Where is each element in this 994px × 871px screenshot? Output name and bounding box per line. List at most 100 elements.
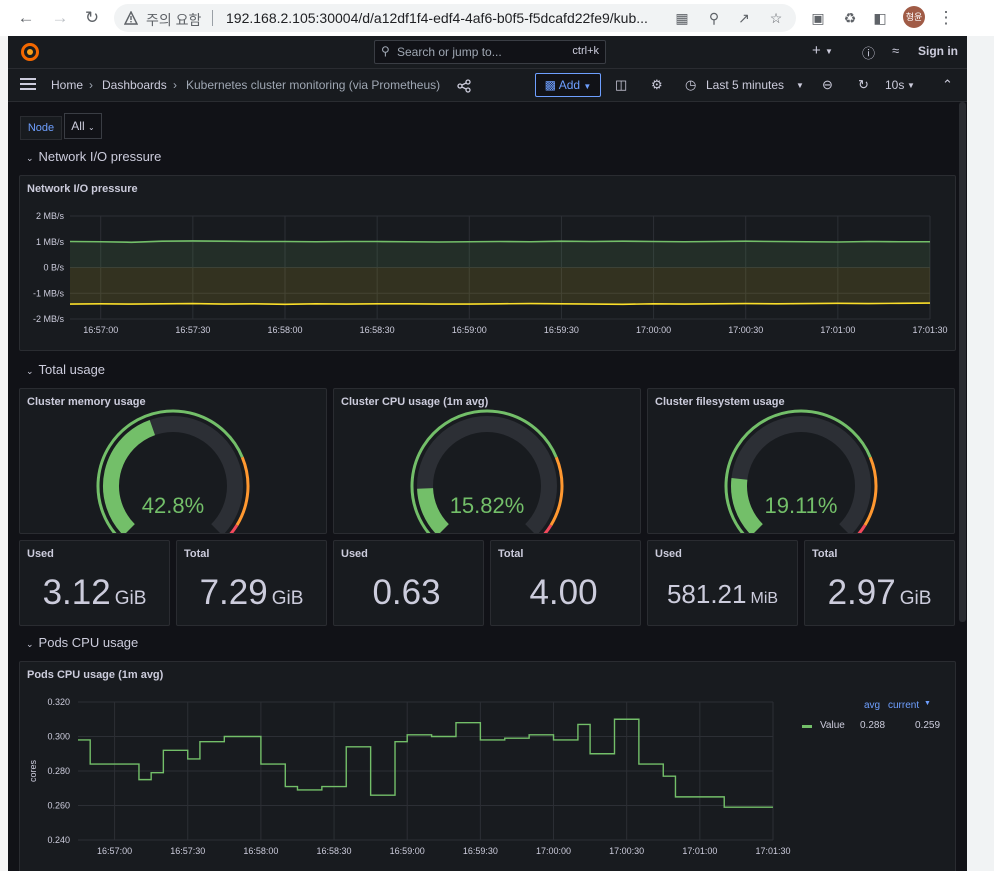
- gauge-threshold-arc-2: [857, 524, 867, 533]
- row-title: Total usage: [38, 362, 106, 377]
- zoom-out-icon[interactable]: ⊖: [822, 77, 833, 92]
- y-tick-label: 0 B/s: [43, 263, 64, 273]
- stat-number: 3.12: [42, 573, 111, 612]
- scrollbar[interactable]: [959, 102, 966, 622]
- y-tick-label: 0.280: [47, 766, 70, 776]
- new-plus-icon[interactable]: +: [812, 42, 821, 59]
- clock-icon[interactable]: ◷: [685, 77, 697, 92]
- legend-series-name[interactable]: Value: [820, 720, 845, 731]
- gauge-threshold-arc-0: [96, 409, 244, 533]
- add-button[interactable]: ▩ Add ▼: [535, 73, 601, 97]
- chevron-down-icon[interactable]: ▼: [825, 47, 833, 56]
- y-tick-label: 0.300: [47, 732, 70, 742]
- y-tick-label: 0.240: [47, 835, 70, 845]
- url-text[interactable]: 192.168.2.105:30004/d/a12df1f4-edf4-4af6…: [226, 10, 648, 26]
- extensions-puzzle-icon[interactable]: ♻: [843, 10, 857, 26]
- row-network-io[interactable]: ⌄ Network I/O pressure: [26, 149, 161, 164]
- breadcrumb-current: Kubernetes cluster monitoring (via Prome…: [186, 78, 441, 92]
- breadcrumb-separator: ›: [173, 78, 177, 92]
- gauge-threshold-arc-0: [724, 409, 872, 533]
- y-tick-label: -2 MB/s: [33, 314, 65, 324]
- panel-filesystem-gauge[interactable]: Cluster filesystem usage 19.11%: [647, 388, 955, 534]
- chevron-down-icon[interactable]: ▼: [907, 81, 915, 90]
- stat-filesystem-total[interactable]: Total 2.97 GiB: [804, 540, 955, 626]
- x-tick-label: 16:57:00: [97, 846, 132, 856]
- network-chart: 2 MB/s 1 MB/s 0 B/s -1 MB/s -2 MB/s 16:57:00 1…: [33, 211, 948, 335]
- collapse-chevron-up-icon[interactable]: ⌃: [942, 77, 953, 92]
- gauge-value: 42.8%: [141, 493, 205, 518]
- series-line-1: [69, 302, 931, 306]
- gauge-threshold-arc-2: [229, 524, 239, 533]
- grafana-app: ⚲ Search or jump to... ctrl+k + ▼ ⓘ ≈ Si…: [8, 36, 967, 871]
- panel-title: Used: [27, 548, 54, 560]
- row-total-usage[interactable]: ⌄ Total usage: [26, 362, 105, 377]
- stat-unit: GiB: [899, 588, 932, 609]
- refresh-icon[interactable]: ↻: [858, 77, 869, 92]
- security-warning-text[interactable]: 주의 요함: [146, 12, 202, 28]
- x-tick-label: 17:00:30: [609, 846, 644, 856]
- browser-toolbar: ← → ↻ 주의 요함 192.168.2.105:30004/d/a12df1…: [0, 0, 994, 37]
- reload-icon[interactable]: ↻: [84, 8, 100, 27]
- side-panel-icon[interactable]: ◧: [873, 10, 887, 26]
- y-tick-label: 1 MB/s: [36, 237, 65, 247]
- media-icon[interactable]: ▣: [811, 10, 825, 26]
- panel-cpu-gauge[interactable]: Cluster CPU usage (1m avg) 15.82%: [333, 388, 641, 534]
- panel-pods-cpu[interactable]: Pods CPU usage (1m avg) 0.320 0.300 0.280 0…: [19, 661, 956, 871]
- stat-cpu-used[interactable]: Used 0.63: [333, 540, 484, 626]
- chevron-down-icon[interactable]: ▼: [796, 81, 804, 90]
- help-icon[interactable]: ⓘ: [862, 46, 876, 61]
- panel-title: Total: [498, 548, 524, 560]
- share-dashboard-icon[interactable]: [457, 79, 471, 93]
- menu-hamburger-icon[interactable]: [20, 78, 36, 90]
- add-chart-icon: ▩: [544, 78, 557, 92]
- stat-value: 4.00: [491, 573, 640, 613]
- translate-icon[interactable]: ▦: [675, 10, 689, 26]
- stat-filesystem-used[interactable]: Used 581.21 MiB: [647, 540, 798, 626]
- profile-avatar[interactable]: 형윤: [903, 6, 925, 28]
- stat-number: 7.29: [199, 573, 268, 612]
- sign-in-link[interactable]: Sign in: [918, 44, 958, 58]
- grafana-logo-icon[interactable]: [20, 42, 40, 62]
- panel-title: Used: [341, 548, 368, 560]
- stat-value: 0.63: [334, 573, 483, 613]
- panel-network-io[interactable]: Network I/O pressure 2 MB/s 1 MB/s 0 B/s -1…: [19, 175, 956, 351]
- share-icon[interactable]: ↗: [738, 10, 750, 26]
- zoom-icon[interactable]: ⚲: [708, 10, 720, 26]
- stat-memory-total[interactable]: Total 7.29 GiB: [176, 540, 327, 626]
- news-rss-icon[interactable]: ≈: [892, 43, 900, 58]
- breadcrumb-dashboards[interactable]: Dashboards: [102, 78, 167, 92]
- y-axis-label: cores: [28, 760, 38, 783]
- search-input[interactable]: ⚲ Search or jump to... ctrl+k: [374, 40, 606, 64]
- series-area-1: [70, 267, 930, 305]
- variable-node-select[interactable]: All ⌄: [64, 113, 102, 139]
- address-bar[interactable]: 주의 요함 192.168.2.105:30004/d/a12df1f4-edf…: [114, 4, 796, 32]
- chevron-down-icon[interactable]: ▼: [924, 700, 931, 707]
- gauge-value-arc: [417, 487, 450, 533]
- x-tick-label: 16:59:30: [544, 325, 579, 335]
- stat-number: 4.00: [529, 573, 598, 612]
- stat-unit: GiB: [114, 588, 147, 609]
- breadcrumb-home[interactable]: Home: [51, 78, 84, 92]
- row-pods-cpu[interactable]: ⌄ Pods CPU usage: [26, 635, 138, 650]
- background-window-right: [967, 36, 994, 871]
- stat-cpu-total[interactable]: Total 4.00: [490, 540, 641, 626]
- x-tick-label: 16:59:30: [463, 846, 498, 856]
- variable-node-label: Node: [20, 116, 62, 140]
- refresh-interval-picker[interactable]: 10s: [885, 78, 905, 92]
- legend-header-current[interactable]: current: [888, 700, 920, 711]
- panel-title: Total: [812, 548, 838, 560]
- settings-gear-icon[interactable]: ⚙: [651, 77, 663, 92]
- bookmark-star-icon[interactable]: ☆: [769, 10, 783, 26]
- save-icon[interactable]: ◫: [615, 77, 628, 92]
- chevron-down-icon: ▼: [583, 82, 592, 91]
- gauge-value: 15.82%: [449, 493, 525, 518]
- stat-memory-used[interactable]: Used 3.12 GiB: [19, 540, 170, 626]
- time-range-picker[interactable]: Last 5 minutes: [706, 78, 785, 92]
- panel-title: Pods CPU usage (1m avg): [27, 669, 164, 681]
- legend-header-avg[interactable]: avg: [864, 700, 881, 711]
- panel-memory-gauge[interactable]: Cluster memory usage 42.8%: [19, 388, 327, 534]
- browser-menu-icon[interactable]: ⋮: [937, 8, 955, 27]
- back-icon[interactable]: ←: [17, 8, 35, 27]
- forward-icon[interactable]: →: [51, 8, 69, 27]
- x-tick-label: 17:01:00: [820, 325, 855, 335]
